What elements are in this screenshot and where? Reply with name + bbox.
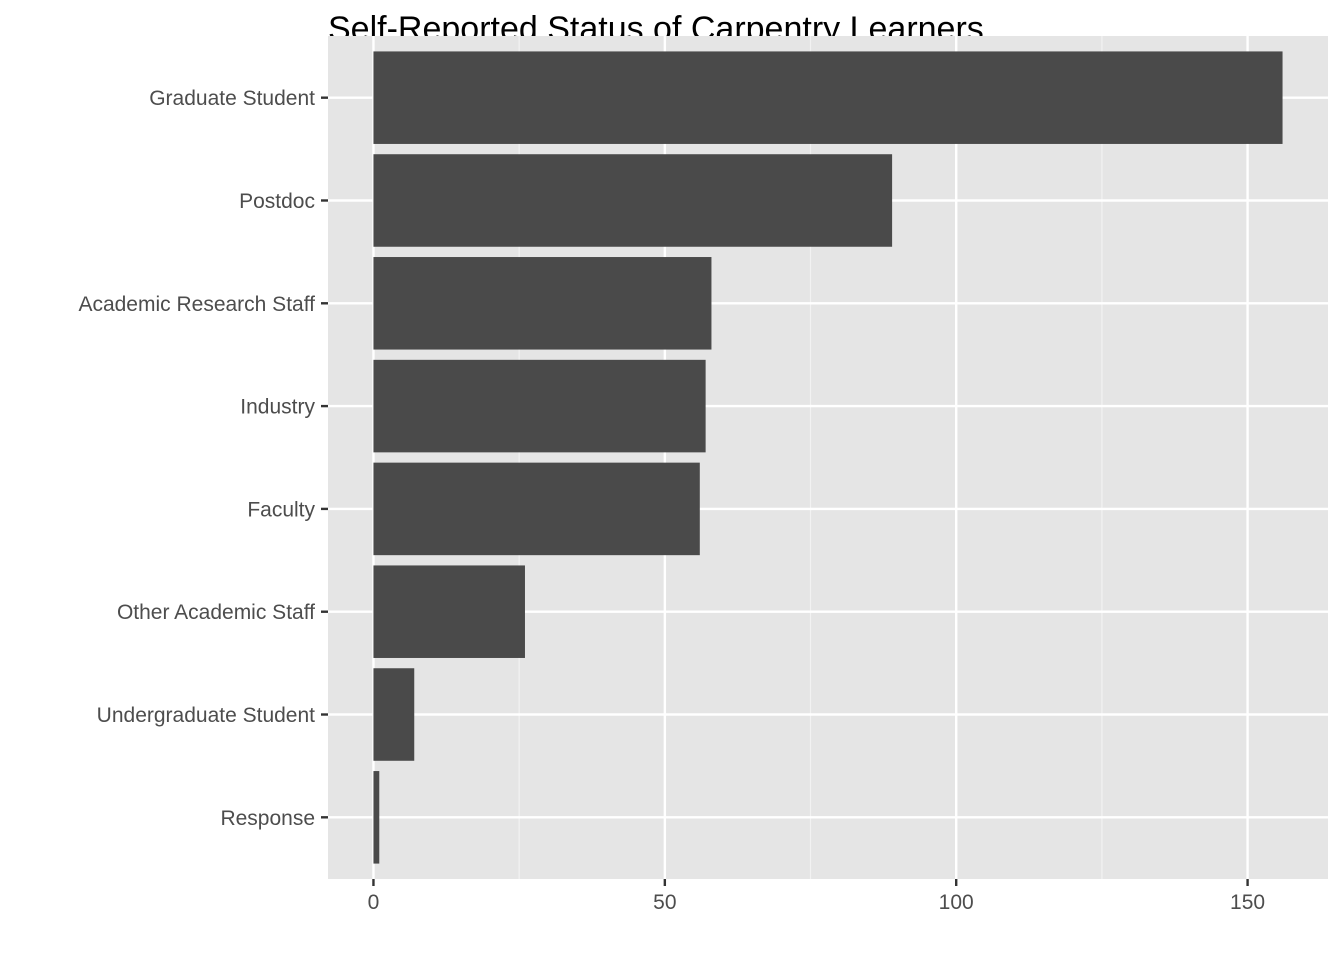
y-tick-label: Industry (240, 396, 315, 419)
bars (373, 51, 1283, 864)
y-tick-label: Graduate Student (149, 87, 315, 110)
bar (373, 359, 706, 453)
bar (373, 668, 415, 761)
x-tick-label: 50 (653, 891, 676, 914)
y-axis: Graduate Student Postdoc Academic Research… (78, 87, 328, 830)
y-tick-label: Faculty (247, 498, 315, 521)
bar (373, 257, 712, 350)
y-tick-label: Undergraduate Student (97, 704, 315, 727)
y-tick-label: Response (220, 807, 315, 830)
x-axis: 0 50 100 150 (368, 879, 1265, 914)
x-tick-label: 150 (1230, 891, 1265, 914)
y-tick-label: Academic Research Staff (78, 293, 315, 316)
bar (373, 565, 525, 658)
y-tick-label: Postdoc (239, 190, 315, 213)
x-tick-label: 100 (939, 891, 974, 914)
bar (373, 154, 893, 247)
bar (373, 771, 380, 864)
x-tick-label: 0 (368, 891, 380, 914)
bar (373, 462, 700, 556)
y-tick-label: Other Academic Staff (117, 601, 315, 624)
bar (373, 51, 1283, 144)
